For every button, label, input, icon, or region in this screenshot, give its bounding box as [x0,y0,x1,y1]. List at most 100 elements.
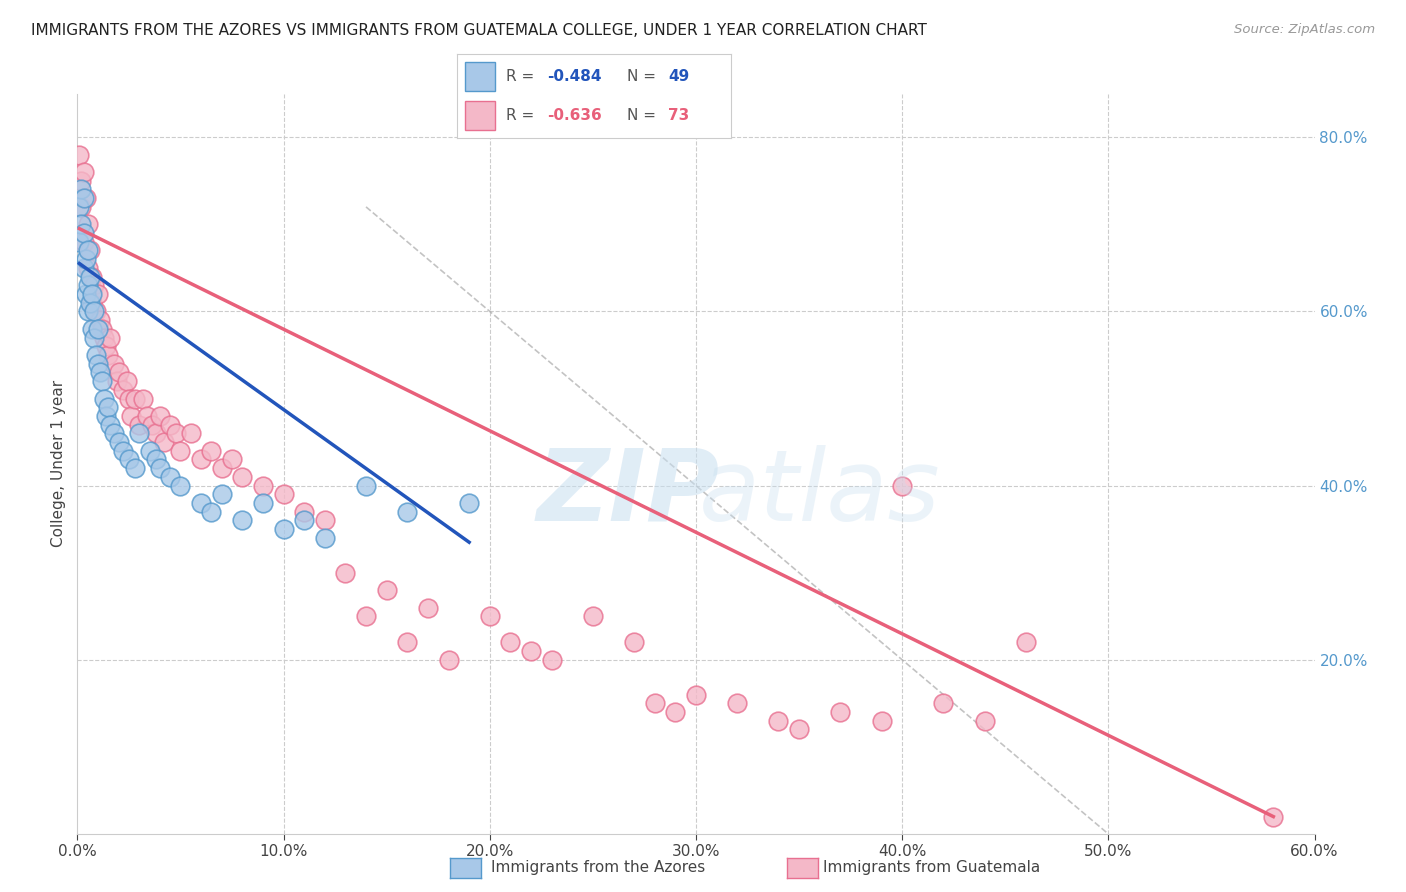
Point [75,191,97,205]
Point [83,278,105,293]
Point [80,295,103,310]
Point [132,392,155,406]
Point [314,513,336,527]
Point [458,496,481,510]
Point [159,470,181,484]
Point [72,165,94,179]
Point [72,235,94,249]
Text: N =: N = [627,69,661,84]
Point [96,339,118,353]
Point [145,426,167,441]
Text: R =: R = [506,108,540,123]
Point [80,269,103,284]
Point [120,409,142,423]
Point [437,653,460,667]
Point [67,147,90,161]
Point [87,357,110,371]
Point [138,443,160,458]
Point [149,461,172,475]
Point [273,522,295,536]
Point [200,443,222,458]
Point [75,252,97,267]
Point [97,348,120,362]
Point [231,513,253,527]
Point [70,200,93,214]
Point [103,426,125,441]
Point [159,417,181,432]
Point [273,487,295,501]
Point [80,322,103,336]
Point [200,505,222,519]
Point [79,269,101,284]
Point [685,688,707,702]
Point [478,609,501,624]
Point [335,566,357,580]
Point [83,304,105,318]
Text: N =: N = [627,108,661,123]
Point [93,330,115,344]
Point [973,714,995,728]
Point [76,278,98,293]
Point [79,244,101,258]
Point [76,217,98,231]
Point [396,635,419,649]
Point [169,443,191,458]
Point [118,392,141,406]
Text: -0.636: -0.636 [547,108,602,123]
Point [84,304,107,318]
Point [314,531,336,545]
Point [115,374,138,388]
Point [84,348,107,362]
Point [396,505,419,519]
Point [787,723,810,737]
Point [725,697,748,711]
Point [87,322,110,336]
Point [644,697,666,711]
Point [83,330,105,344]
Point [540,653,562,667]
Point [211,487,233,501]
Point [76,260,98,275]
Text: 73: 73 [668,108,689,123]
Point [830,705,852,719]
Point [75,287,97,301]
Point [98,330,121,344]
Point [107,435,129,450]
Text: Immigrants from Guatemala: Immigrants from Guatemala [823,861,1040,875]
Point [292,513,315,527]
Point [211,461,233,475]
Point [72,260,94,275]
Point [70,174,93,188]
Text: 49: 49 [668,69,689,84]
Point [252,496,274,510]
Point [190,496,212,510]
Point [111,443,134,458]
Point [145,452,167,467]
Y-axis label: College, Under 1 year: College, Under 1 year [51,380,66,548]
Point [67,235,90,249]
Point [76,304,98,318]
Point [118,452,141,467]
Point [124,461,146,475]
Point [111,383,134,397]
Point [416,600,439,615]
Point [582,609,605,624]
Point [124,392,146,406]
Point [128,417,150,432]
Point [375,583,398,598]
Text: Immigrants from the Azores: Immigrants from the Azores [491,861,704,875]
Point [891,478,914,492]
Point [128,426,150,441]
Point [165,426,187,441]
Text: Source: ZipAtlas.com: Source: ZipAtlas.com [1234,23,1375,37]
Point [870,714,893,728]
Point [499,635,522,649]
Point [76,244,98,258]
Point [91,322,114,336]
Point [932,697,955,711]
Point [180,426,202,441]
Point [70,182,93,196]
Point [72,226,94,240]
Text: -0.484: -0.484 [547,69,602,84]
Point [97,401,120,415]
